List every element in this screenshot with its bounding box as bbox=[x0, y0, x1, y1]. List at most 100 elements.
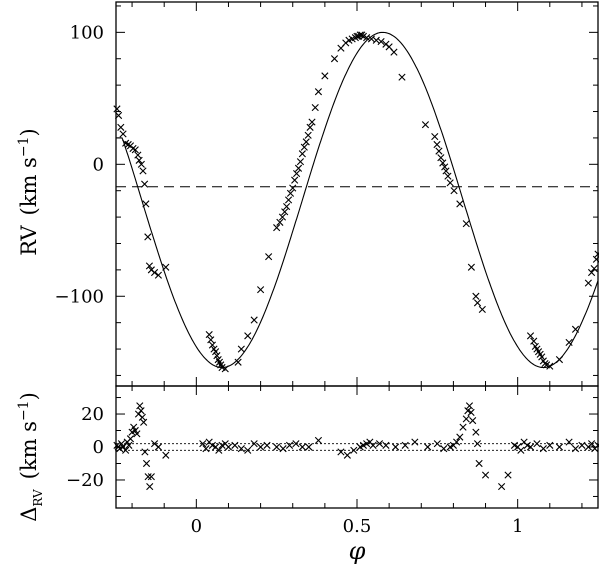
data-point-x bbox=[250, 316, 258, 324]
data-point-x bbox=[142, 459, 151, 468]
x-tick-label: 1 bbox=[512, 516, 523, 537]
y-tick-label: −20 bbox=[66, 470, 104, 491]
data-point-x bbox=[343, 451, 351, 459]
data-point-x bbox=[377, 37, 385, 46]
data-point-x bbox=[421, 121, 430, 129]
y-tick-label: −100 bbox=[55, 286, 104, 307]
rv-axis-label: RV(km s−1) bbox=[16, 128, 41, 255]
data-point-x bbox=[291, 176, 299, 184]
data-point-x bbox=[369, 441, 377, 449]
x-tick-label: 0.5 bbox=[343, 516, 372, 537]
data-point-x bbox=[462, 415, 470, 423]
data-point-x bbox=[472, 292, 480, 300]
data-point-x bbox=[350, 446, 358, 454]
data-point-x bbox=[517, 446, 525, 454]
data-point-x bbox=[215, 446, 223, 454]
data-point-x bbox=[146, 482, 154, 491]
data-point-x bbox=[450, 187, 458, 195]
data-point-x bbox=[298, 443, 306, 451]
data-point-x bbox=[237, 345, 245, 353]
data-point-x bbox=[308, 118, 316, 126]
data-point-x bbox=[311, 103, 319, 112]
data-point-x bbox=[459, 423, 467, 431]
data-point-x bbox=[314, 436, 323, 444]
data-point-x bbox=[298, 150, 306, 158]
data-point-x bbox=[286, 189, 295, 197]
data-point-x bbox=[162, 451, 170, 459]
x-tick-label: 0 bbox=[191, 516, 202, 537]
data-point-x bbox=[250, 440, 258, 448]
data-point-x bbox=[555, 443, 564, 451]
data-point-x bbox=[199, 440, 207, 448]
data-point-x bbox=[129, 144, 137, 153]
y-tick-label: 0 bbox=[93, 154, 104, 175]
data-point-x bbox=[390, 48, 398, 56]
data-point-x bbox=[530, 337, 538, 345]
data-point-x bbox=[533, 440, 541, 448]
data-point-x bbox=[162, 263, 170, 271]
data-point-x bbox=[119, 130, 127, 138]
data-point-x bbox=[207, 336, 215, 344]
data-point-x bbox=[526, 443, 535, 451]
data-point-x bbox=[141, 180, 149, 188]
data-point-x bbox=[141, 448, 149, 456]
data-point-x bbox=[587, 440, 596, 448]
data-point-x bbox=[478, 305, 486, 314]
rv-panel: 100 0 −100 bbox=[55, 1, 599, 387]
data-point-x bbox=[462, 220, 470, 228]
data-point-x bbox=[300, 143, 308, 151]
data-point-x bbox=[122, 446, 130, 454]
data-point-x bbox=[234, 358, 242, 366]
data-point-x bbox=[578, 441, 586, 449]
data-point-x bbox=[372, 36, 380, 44]
data-point-x bbox=[213, 352, 221, 360]
data-point-x bbox=[202, 445, 210, 453]
data-point-x bbox=[442, 167, 450, 175]
data-point-x bbox=[433, 440, 441, 448]
data-point-x bbox=[279, 445, 287, 453]
data-point-x bbox=[456, 200, 464, 208]
data-point-x bbox=[136, 402, 144, 410]
data-point-x bbox=[263, 441, 271, 449]
data-point-x bbox=[117, 123, 125, 131]
data-point-x bbox=[401, 441, 409, 449]
data-point-x bbox=[314, 88, 323, 96]
data-point-x bbox=[265, 253, 273, 261]
data-point-x bbox=[237, 445, 245, 453]
data-point-x bbox=[137, 160, 145, 168]
data-point-x bbox=[138, 413, 146, 421]
y-tick-label: 0 bbox=[93, 437, 104, 458]
data-point-x bbox=[273, 443, 281, 451]
data-point-x bbox=[139, 167, 147, 175]
data-point-x bbox=[281, 208, 289, 216]
data-point-x bbox=[446, 179, 454, 187]
data-point-x bbox=[154, 271, 163, 279]
data-point-x bbox=[321, 72, 329, 80]
data-point-x bbox=[144, 233, 152, 241]
residual-panel: 20 0 −20 0 0.5 1 bbox=[66, 385, 599, 537]
data-point-x bbox=[294, 164, 303, 172]
data-point-x bbox=[205, 330, 213, 339]
data-point-x bbox=[142, 200, 150, 208]
data-point-x bbox=[467, 263, 475, 271]
data-point-x bbox=[154, 443, 163, 451]
data-point-x bbox=[411, 438, 419, 446]
data-point-x bbox=[150, 268, 159, 277]
data-point-x bbox=[444, 172, 452, 180]
data-point-x bbox=[453, 438, 461, 446]
data-point-x bbox=[273, 224, 281, 232]
data-point-x bbox=[391, 443, 400, 451]
data-point-x bbox=[292, 440, 300, 448]
y-tick-label: 100 bbox=[70, 22, 104, 43]
data-point-x bbox=[244, 446, 252, 454]
data-point-x bbox=[439, 159, 447, 167]
model-rv-curve bbox=[116, 31, 599, 369]
data-point-x bbox=[539, 445, 547, 453]
data-point-x bbox=[590, 264, 598, 273]
data-point-x bbox=[283, 202, 291, 211]
data-point-x bbox=[134, 151, 142, 159]
data-point-x bbox=[306, 123, 314, 131]
data-point-x bbox=[375, 440, 384, 448]
data-point-x bbox=[257, 286, 265, 294]
